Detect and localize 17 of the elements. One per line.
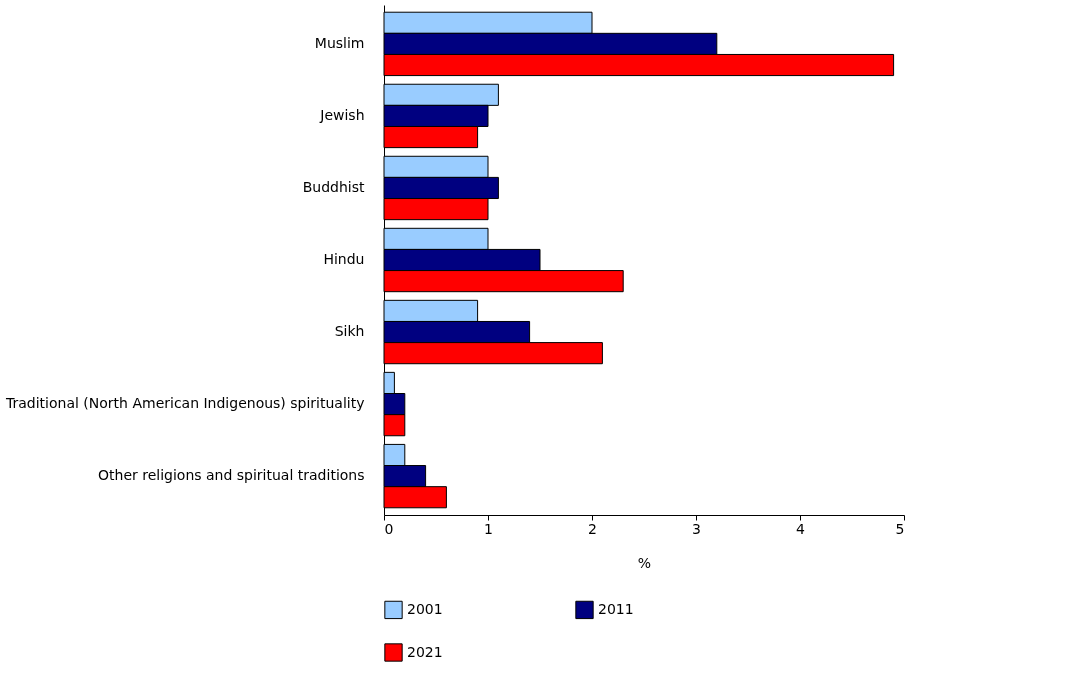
x-tick-label: 3 [692, 520, 701, 537]
legend-label: 2021 [407, 643, 443, 660]
x-axis-title: % [637, 554, 652, 571]
y-tick-label: Buddhist [302, 178, 366, 195]
y-tick-label: Muslim [314, 34, 365, 51]
x-tick-label: 1 [484, 520, 493, 537]
legend-label: 2001 [407, 600, 443, 617]
y-tick-label: Jewish [319, 106, 365, 123]
y-tick-label: Hindu [323, 251, 365, 267]
y-tick-label: Sikh [334, 323, 365, 340]
legend-label: 2011 [598, 600, 634, 617]
x-tick-label: 4 [796, 520, 806, 537]
x-tick-label: 2 [588, 520, 597, 537]
x-tick-label: 0 [384, 520, 394, 537]
x-tick-label: 5 [895, 520, 905, 537]
y-tick-label: Other religions and spiritual traditions [98, 467, 365, 484]
y-tick-label: Traditional (North American Indigenous) spirituality [5, 395, 365, 412]
